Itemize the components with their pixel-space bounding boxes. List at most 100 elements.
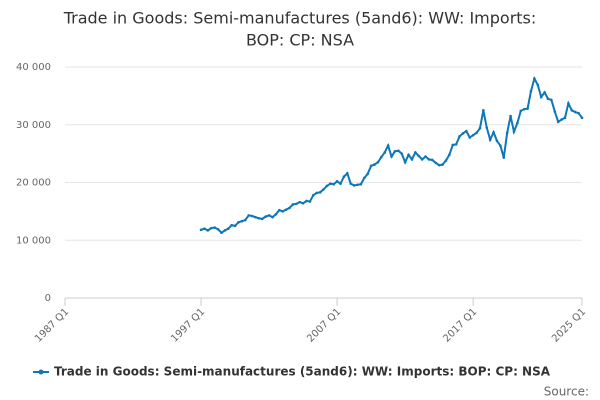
point [458,135,461,138]
point [311,193,315,197]
point [512,130,516,133]
point [529,89,533,93]
point [492,130,495,134]
point [199,228,203,232]
point [301,201,305,205]
point [516,121,519,125]
point [485,126,489,129]
point [250,214,254,218]
point [570,109,574,112]
chart-title-line-2: BOP: CP: NSA [246,31,354,50]
x-tick-label: 1997 Q1 [169,306,207,344]
point [519,109,523,113]
point [380,155,383,159]
point [342,175,346,179]
point [376,160,380,164]
point [563,116,567,120]
point [539,95,543,99]
point [454,143,458,146]
point [414,151,417,154]
point [363,176,366,180]
point [461,132,465,135]
point [553,110,557,113]
point [427,158,431,161]
legend-marker [38,369,44,375]
point [465,129,468,133]
point [274,212,278,216]
point [444,159,448,162]
point [339,182,342,185]
point [257,217,261,220]
point [543,91,546,94]
point [254,215,257,219]
point [369,164,373,168]
x-tick-label: 2025 Q1 [550,306,588,344]
point [556,120,560,124]
point [505,131,509,135]
point [329,182,332,185]
point [488,138,492,142]
point [294,202,298,206]
point [478,126,482,130]
point [536,83,540,87]
point [220,231,223,235]
point [522,107,526,111]
point [271,215,274,219]
point [451,143,455,147]
point [346,171,349,175]
point [281,210,284,213]
point [318,191,322,194]
point [499,144,502,147]
point [383,151,387,154]
point [431,158,434,162]
point [213,226,216,229]
point [240,219,244,223]
y-tick-label: 0 [45,293,51,304]
point [223,229,227,232]
point [397,149,400,153]
point [284,208,288,211]
point [305,199,308,203]
point [373,163,376,166]
point [315,191,318,195]
point [322,188,325,191]
point [560,118,563,121]
point [495,139,499,143]
point [288,206,291,210]
point [264,215,267,218]
point [233,224,237,228]
point [366,172,370,176]
point [550,98,553,102]
point [546,97,550,101]
point [502,156,506,159]
point [203,227,206,230]
point [471,133,475,137]
point [230,223,233,227]
point [291,203,295,206]
y-tick-label: 40 000 [16,62,51,73]
point [206,229,210,232]
point [226,227,230,230]
point [386,144,390,147]
y-tick-label: 30 000 [16,120,51,131]
point [468,136,472,139]
chart-title: Trade in Goods: Semi-manufactures (5and6… [63,9,537,28]
y-tick-label: 10 000 [16,235,51,246]
point [437,163,441,167]
y-tick-label: 20 000 [16,178,51,189]
point [352,184,356,187]
x-tick-label: 1987 Q1 [33,306,71,344]
x-tick-label: 2017 Q1 [441,306,479,344]
source: Source: [544,385,589,399]
point [573,110,577,114]
point [393,150,397,153]
point [216,227,220,231]
point [509,114,512,118]
point [400,152,404,155]
point [533,77,536,80]
point [267,214,271,217]
point [417,154,421,158]
point [420,158,424,161]
point [209,226,213,230]
point [349,182,353,185]
